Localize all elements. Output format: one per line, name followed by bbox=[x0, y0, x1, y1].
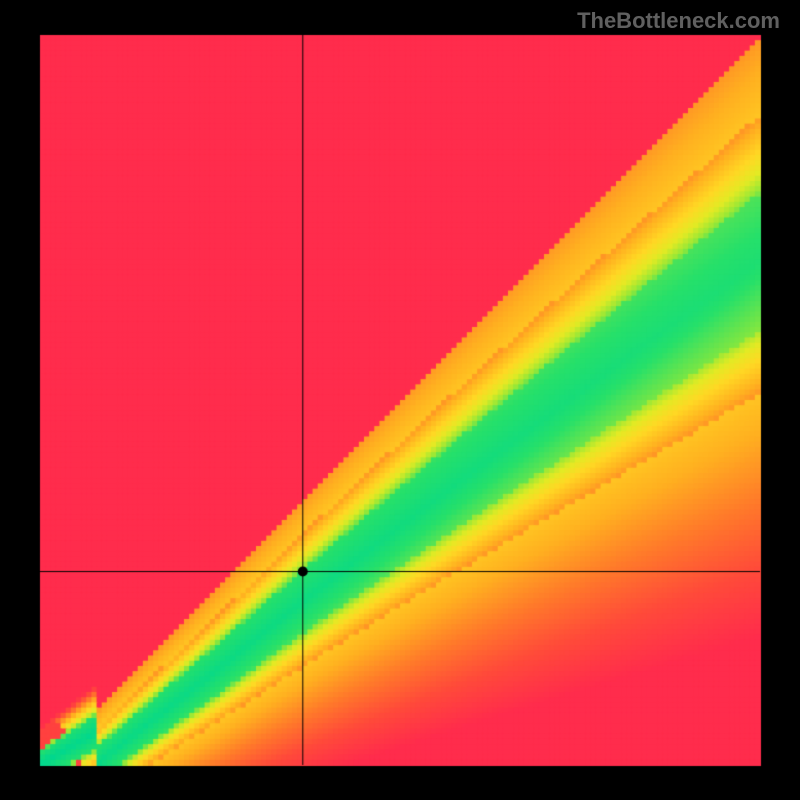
watermark-text: TheBottleneck.com bbox=[577, 8, 780, 34]
bottleneck-heatmap bbox=[0, 0, 800, 800]
